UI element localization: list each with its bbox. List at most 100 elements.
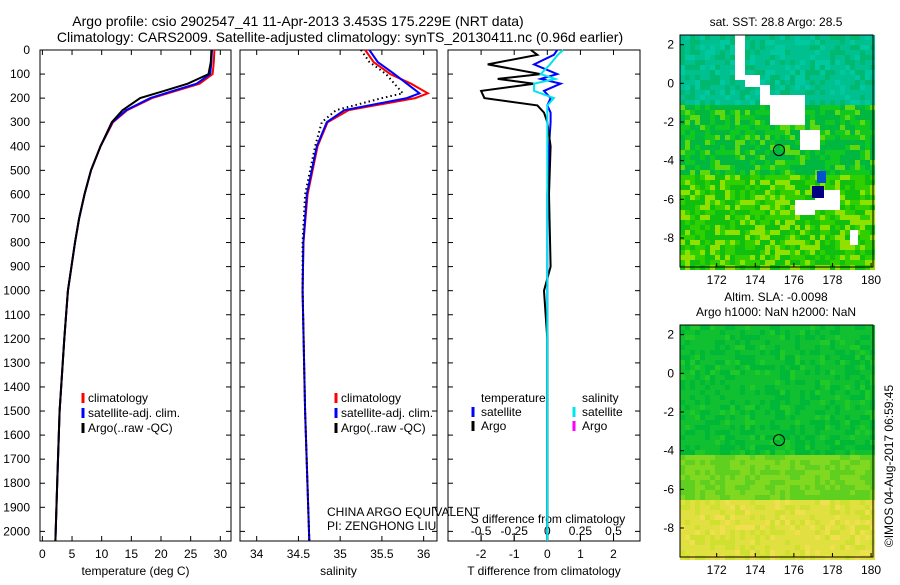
map-cell (765, 145, 770, 150)
map-cell (840, 220, 845, 225)
map-cell (790, 465, 795, 470)
map-cell (710, 515, 715, 520)
map-cell (795, 45, 800, 50)
map-cell (705, 470, 710, 475)
map-cell (750, 50, 755, 55)
map-cell (695, 540, 700, 545)
map-cell (755, 120, 760, 125)
map-cell (830, 225, 835, 230)
map-cell (690, 255, 695, 260)
map-cell (800, 535, 805, 540)
map-cell (680, 160, 685, 165)
map-cell (700, 80, 705, 85)
map-cell (825, 350, 830, 355)
map-cell (760, 140, 765, 145)
map-cell (860, 180, 865, 185)
map-cell (850, 120, 855, 125)
map-cell (805, 65, 810, 70)
map-cell (765, 405, 770, 410)
map-cell (765, 250, 770, 255)
map-cell (740, 375, 745, 380)
map-cell (700, 255, 705, 260)
map-cell (780, 475, 785, 480)
map-cell (830, 500, 835, 505)
map-cell (820, 390, 825, 395)
map-cell (815, 490, 820, 495)
map-cell (780, 515, 785, 520)
map-cell (735, 80, 740, 85)
map-cell (735, 345, 740, 350)
map-cell (680, 245, 685, 250)
map-cell (775, 480, 780, 485)
map-cell (765, 105, 770, 110)
map-cell (795, 165, 800, 170)
map-cell (780, 85, 785, 90)
map-cell (740, 430, 745, 435)
map-cell (855, 335, 860, 340)
map-cell (790, 245, 795, 250)
map-cell (725, 235, 730, 240)
map-cell (860, 185, 865, 190)
map-cell (835, 525, 840, 530)
y-tick-label: 200 (10, 91, 30, 105)
map-cell (710, 520, 715, 525)
map-cell (855, 210, 860, 215)
map-cell (695, 550, 700, 555)
map-cell (695, 190, 700, 195)
map-cell (855, 200, 860, 205)
map-cell (710, 410, 715, 415)
map-cell (820, 460, 825, 465)
map-cell (695, 155, 700, 160)
map-cell (780, 230, 785, 235)
map-cell (715, 140, 720, 145)
map-cell (835, 235, 840, 240)
map-cell (795, 535, 800, 540)
map-cell (745, 465, 750, 470)
map-cell (725, 40, 730, 45)
map-cell (770, 70, 775, 75)
map-cell (825, 415, 830, 420)
map-cell (795, 235, 800, 240)
map-cell (840, 545, 845, 550)
map-cell (780, 225, 785, 230)
map-cell (695, 105, 700, 110)
map-cell (715, 40, 720, 45)
map-cell (790, 260, 795, 265)
map-cell (715, 500, 720, 505)
map-cell (860, 200, 865, 205)
map-cell (705, 235, 710, 240)
map-cell (720, 385, 725, 390)
map-cell (730, 120, 735, 125)
map-cell (770, 350, 775, 355)
map-cell (865, 260, 870, 265)
map-cell (735, 85, 740, 90)
map-cell (795, 140, 800, 145)
map-cell (735, 230, 740, 235)
map-cell (765, 330, 770, 335)
map-cell (810, 155, 815, 160)
map-cell (840, 150, 845, 155)
map-cell (800, 215, 805, 220)
map-cell (855, 140, 860, 145)
map-cell (785, 485, 790, 490)
map-cell (775, 525, 780, 530)
map-cell (780, 370, 785, 375)
map-cell (690, 165, 695, 170)
map-cell (720, 115, 725, 120)
map-cell (820, 435, 825, 440)
map-cell (805, 230, 810, 235)
map-cell (790, 340, 795, 345)
legend-label: Argo(..raw -QC) (341, 421, 426, 435)
map-cell (695, 255, 700, 260)
map-cell (860, 175, 865, 180)
map-cell (740, 420, 745, 425)
map-cell (735, 470, 740, 475)
map-cell (735, 375, 740, 380)
map-cell (845, 40, 850, 45)
map-cell (700, 205, 705, 210)
map-cell (815, 550, 820, 555)
map-cell (745, 355, 750, 360)
map-cell (725, 495, 730, 500)
map-cell (730, 440, 735, 445)
map-cell (855, 325, 860, 330)
